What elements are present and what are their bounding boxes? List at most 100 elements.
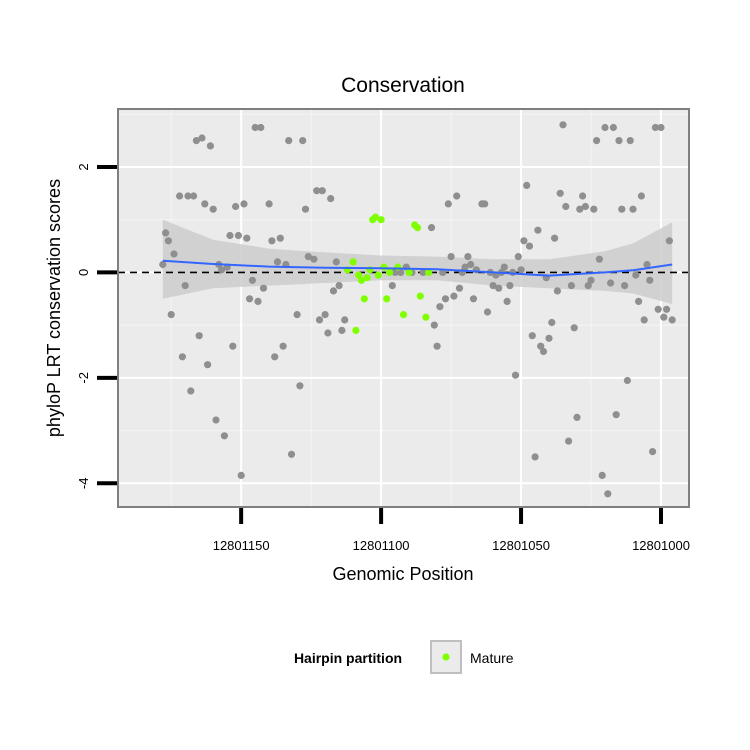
mature-point [413,224,422,232]
gray-point [553,287,562,295]
gray-point [190,192,198,200]
gray-point [338,326,346,334]
x-tick-label: 12801100 [353,538,410,553]
gray-point [218,266,226,274]
gray-point [523,181,531,189]
gray-point [621,282,629,290]
gray-point [181,282,189,290]
gray-point [517,266,525,274]
gray-point [301,205,310,213]
gray-point [162,229,170,237]
panel-border [117,108,690,508]
gray-point [332,258,340,266]
gray-point [430,321,438,329]
y-tick-label: 2 [76,163,91,170]
gray-point [229,342,237,350]
gray-point [178,353,186,361]
gray-point [601,123,609,132]
gray-point [313,187,321,195]
mature-point [352,326,360,334]
gray-point [450,292,458,300]
gray-point [226,231,234,240]
legend: Hairpin partition Mature [294,640,514,674]
x-axis: 12801150 12801100 12801050 12801000 [213,508,690,553]
gray-point [447,253,455,261]
mature-point [383,295,391,303]
gray-point [310,255,318,263]
gray-point [665,237,674,245]
gray-point [455,284,464,292]
gray-point [427,224,436,232]
gray-point [329,287,338,295]
gray-point [254,297,262,305]
gray-point [170,250,178,258]
y-tick-label: -2 [76,372,91,384]
gray-point [176,192,184,200]
gray-point [651,123,660,132]
mature-point [394,263,402,271]
gray-point [209,205,217,213]
gray-point [489,282,497,290]
gray-point [276,234,284,242]
gray-point [562,202,570,211]
gray-point [159,260,167,269]
gray-point [637,192,646,200]
gray-point [304,253,312,261]
legend-mature-swatch [442,653,450,661]
gray-point [668,316,676,324]
gray-point [201,200,209,208]
gray-point [654,305,662,313]
gray-point [234,231,242,240]
gray-point [204,361,212,369]
gray-point [615,137,623,145]
gray-point [198,134,206,142]
gray-point [192,137,200,145]
gray-point [419,268,427,276]
gray-point [618,205,626,213]
mature-point [380,263,388,271]
mature-point [422,313,430,321]
gray-point [626,137,634,145]
gray-point [251,123,259,132]
gray-point [246,295,254,303]
chart-title: Conservation [341,74,465,97]
mature-points [343,213,433,334]
gray-point [537,342,545,350]
gray-point [581,202,590,211]
gray-point [593,137,601,145]
gray-point [525,242,534,250]
gray-point [285,137,293,145]
legend-entry-mature: Mature [470,650,514,666]
y-axis-label: phyloP LRT conservation scores [44,179,64,437]
smooth-fit-line [162,259,673,277]
gray-point [604,490,612,498]
gray-point [481,200,489,208]
legend-key [430,640,462,674]
panel-background [118,109,689,507]
mature-point [371,213,380,221]
gray-point [265,200,273,208]
gray-point [327,195,335,203]
gray-point [243,234,251,242]
mature-point [360,295,368,303]
gray-point [556,189,564,197]
gray-point [660,313,668,321]
gray-point [643,260,651,269]
gray-point [321,311,329,319]
gray-point [464,253,472,261]
gray-point [609,123,618,132]
gray-point [315,316,324,324]
gray-point [551,234,559,242]
gray-point [237,471,245,479]
gray-point [598,471,606,479]
gray-point [623,376,632,385]
legend-title: Hairpin partition [294,650,402,666]
gray-point [268,237,276,245]
panel-frame [117,108,690,508]
gray-point [579,192,587,200]
gray-point [500,263,508,271]
gray-point [520,237,528,245]
gray-point [299,137,307,145]
gray-point [612,411,620,419]
gray-point [240,200,248,208]
